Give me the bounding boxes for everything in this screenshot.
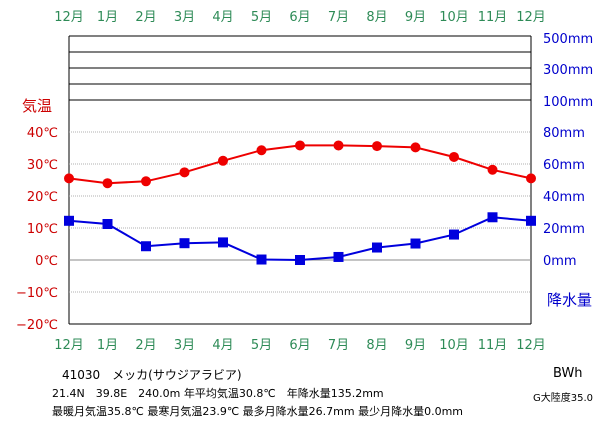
precipitation-point: [218, 237, 228, 248]
precipitation-point: [102, 219, 113, 229]
temperature-point: [64, 173, 74, 184]
month-label-bottom: 12月: [516, 338, 546, 353]
station-extremes: 最暖月気温35.8℃ 最寒月気温23.9℃ 最多月降水量26.7mm 最少月降水…: [52, 405, 464, 418]
precip-tick-label: 100mm: [543, 95, 593, 110]
chart-grid: [68, 35, 532, 325]
month-label-bottom: 12月: [54, 338, 84, 353]
month-labels-top: 12月 1月 2月 3月 4月 5月 6月 7月 8月 9月 10月 11月 12月: [54, 10, 546, 25]
precipitation-axis-label: 降水量: [547, 291, 592, 309]
month-label-top: 3月: [174, 10, 195, 25]
month-label-bottom: 6月: [289, 338, 310, 353]
month-label-top: 10月: [439, 10, 469, 25]
temperature-point: [449, 151, 459, 162]
precipitation-point: [410, 238, 421, 249]
month-label-bottom: 5月: [251, 338, 272, 353]
month-label-top: 1月: [97, 10, 118, 25]
month-label-bottom: 7月: [328, 338, 349, 353]
precipitation-point: [487, 212, 498, 223]
temperature-point: [333, 140, 344, 151]
precipitation-point: [526, 215, 536, 226]
month-label-top: 8月: [366, 10, 387, 25]
precipitation-point: [372, 242, 382, 253]
temp-tick-label: 20℃: [27, 190, 58, 205]
precip-tick-label: 40mm: [543, 190, 585, 205]
precip-tick-label: 0mm: [543, 254, 577, 269]
month-label-top: 9月: [405, 10, 426, 25]
temp-tick-label: −10℃: [16, 286, 58, 301]
month-label-top: 12月: [516, 10, 546, 25]
temperature-point: [218, 155, 228, 166]
temp-tick-label: 30℃: [27, 158, 58, 173]
precip-tick-label: 80mm: [543, 126, 585, 141]
month-label-bottom: 1月: [97, 338, 118, 353]
temperature-point: [141, 176, 151, 187]
precipitation-point: [256, 254, 267, 265]
temp-tick-label: 40℃: [27, 126, 58, 141]
climate-code: BWh: [553, 366, 583, 381]
precip-tick-label: 500mm: [543, 32, 593, 47]
temp-tick-label: 10℃: [27, 222, 58, 237]
month-label-bottom: 9月: [405, 338, 426, 353]
precipitation-axis: 500mm 300mm 100mm 80mm 60mm 40mm 20mm 0mm: [543, 32, 593, 269]
temperature-point: [526, 173, 536, 184]
precipitation-point: [141, 241, 151, 252]
month-label-top: 6月: [289, 10, 310, 25]
precipitation-point: [179, 238, 190, 249]
temperature-point: [179, 167, 190, 178]
month-label-bottom: 4月: [212, 338, 233, 353]
precipitation-point: [449, 229, 459, 240]
temperature-axis-label: 気温: [22, 97, 52, 115]
precipitation-line: [68, 216, 532, 262]
temp-tick-label: 0℃: [35, 254, 58, 269]
precipitation-point: [64, 215, 74, 226]
month-label-bottom: 3月: [174, 338, 195, 353]
month-labels-bottom: 12月 1月 2月 3月 4月 5月 6月 7月 8月 9月 10月 11月 12月: [54, 338, 546, 353]
series-lines: [68, 144, 532, 262]
series-points: [64, 140, 536, 265]
month-label-top: 11月: [478, 10, 508, 25]
station-name: 41030 メッカ(サウジアラビア): [62, 368, 242, 382]
continentality-index: G大陸度35.0: [533, 393, 594, 404]
month-label-bottom: 8月: [366, 338, 387, 353]
temperature-point: [372, 141, 382, 152]
month-label-bottom: 2月: [135, 338, 156, 353]
precip-tick-label: 20mm: [543, 222, 585, 237]
month-label-bottom: 11月: [478, 338, 508, 353]
temperature-point: [295, 140, 305, 151]
temperature-point: [410, 142, 421, 153]
precipitation-point: [333, 251, 344, 262]
month-label-bottom: 10月: [439, 338, 469, 353]
month-label-top: 5月: [251, 10, 272, 25]
month-label-top: 2月: [135, 10, 156, 25]
month-label-top: 4月: [212, 10, 233, 25]
month-label-top: 7月: [328, 10, 349, 25]
month-label-top: 12月: [54, 10, 84, 25]
precip-tick-label: 60mm: [543, 158, 585, 173]
temperature-axis: 40℃ 30℃ 20℃ 10℃ 0℃ −10℃ −20℃: [16, 126, 58, 333]
precipitation-point: [295, 255, 305, 265]
temperature-point: [487, 164, 498, 175]
precip-tick-label: 300mm: [543, 63, 593, 78]
temperature-point: [256, 145, 267, 156]
station-details: 21.4N 39.8E 240.0m 年平均気温30.8℃ 年降水量135.2m…: [52, 387, 384, 400]
temperature-point: [102, 178, 113, 189]
temp-tick-label: −20℃: [16, 318, 58, 333]
